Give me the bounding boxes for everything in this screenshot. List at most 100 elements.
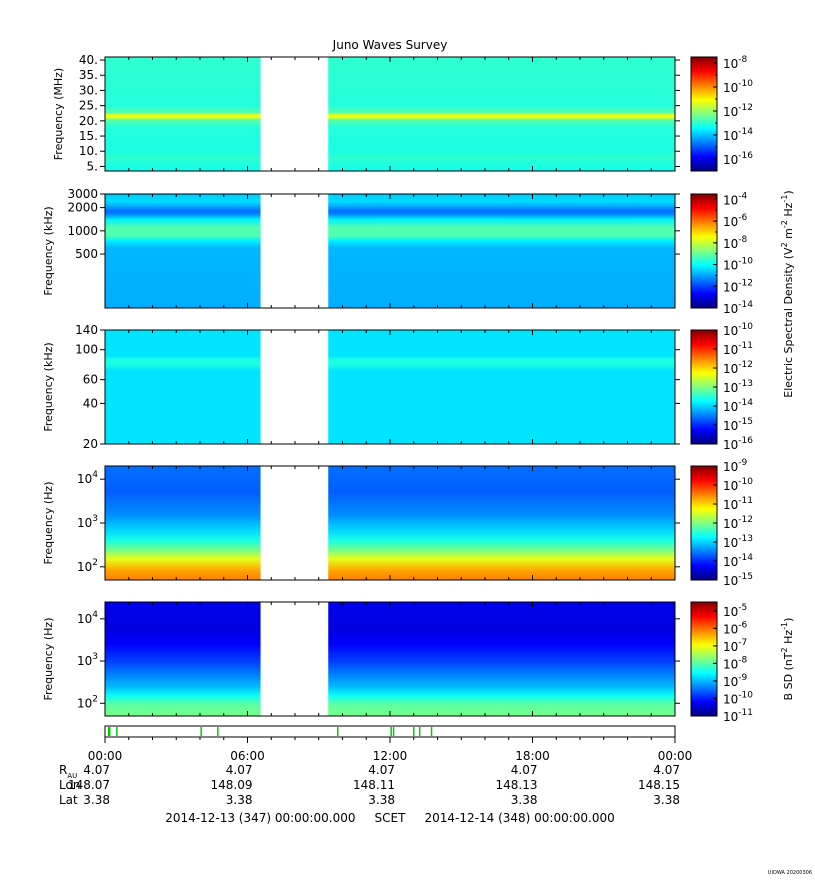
y-tick-label: 100 [75, 343, 98, 357]
spectrogram-data-right [328, 466, 675, 580]
y-tick-label: 25. [79, 99, 98, 113]
colorbar-tick-label: 10-10 [723, 690, 753, 706]
footer-scet-range: 2014-12-13 (347) 00:00:00.000 SCET 2014-… [165, 811, 615, 825]
colorbar-tick-label: 10-6 [723, 620, 748, 636]
colorbar-tick-label: 10-10 [723, 79, 753, 95]
y-tick-label: 500 [75, 247, 98, 261]
colorbar-tick-label: 10-14 [723, 300, 753, 316]
colorbar-1: 10-8 10-10 10-12 10-14 10-16 [690, 55, 753, 172]
y-tick-label: 60 [83, 373, 98, 387]
colorbar-tick-label: 10-11 [723, 341, 753, 357]
time-tick-label: 00:00 [658, 749, 693, 763]
time-tick-label: 06:00 [230, 749, 265, 763]
spectrogram-data-right [328, 602, 675, 716]
colorbar-tick-label: 10-13 [723, 534, 753, 550]
colorbar-5: 10-510-6 10-710-8 10-910-10 10-11 [690, 601, 753, 724]
ephemeris-value: 148.09 [211, 778, 253, 792]
colorbar-gradient [690, 193, 718, 309]
spectrogram-panel-1: 40.35.30. 25.20.15.10.5. Frequency (MHz) 10… [52, 53, 753, 173]
colorbar-tick-label: 10-10 [723, 322, 753, 338]
colorbar-tick-label: 10-9 [723, 673, 748, 689]
colorbar-tick-label: 10-14 [723, 127, 753, 143]
colorbar-tick-label: 10-8 [723, 655, 748, 671]
y-tick-label: 5. [87, 159, 98, 173]
time-tick-label: 12:00 [373, 749, 408, 763]
y-tick-label: 104 [77, 610, 98, 626]
spectrogram-data-left [105, 466, 261, 580]
y-tick-label: 3000 [67, 187, 98, 201]
y-axis-label: Frequency (Hz) [42, 618, 55, 701]
colorbar-gradient [690, 601, 718, 717]
chart-title: Juno Waves Survey [332, 38, 448, 52]
y-tick-label: 1000 [67, 224, 98, 238]
colorbar-gradient [690, 56, 718, 172]
colorbar-tick-label: 10-16 [723, 436, 753, 452]
colorbar-tick-label: 10-15 [723, 572, 753, 588]
colorbar-tick-label: 10-12 [723, 360, 753, 376]
colorbar-tick-label: 10-5 [723, 603, 747, 619]
spectrogram-data-left [105, 330, 261, 444]
y-axis-label: Frequency (kHz) [42, 206, 55, 295]
y-tick-label: 102 [77, 558, 98, 574]
magnetic-colorbar-label: B SD (nT2 Hz-1) [780, 618, 795, 701]
spectrogram-data-right [328, 194, 675, 308]
spectrogram-data-right [328, 57, 675, 171]
ephemeris-value: 148.11 [353, 778, 395, 792]
y-tick-label: 10. [79, 144, 98, 158]
ephemeris-value: 4.07 [83, 763, 110, 777]
colorbar-tick-label: 10-16 [723, 151, 753, 167]
y-tick-label: 20. [79, 114, 98, 128]
colorbar-tick-label: 10-12 [723, 515, 753, 531]
ephemeris-value: 148.15 [638, 778, 680, 792]
colorbar-tick-label: 10-8 [723, 55, 748, 71]
ephemeris-value: 3.38 [226, 793, 253, 807]
ephemeris-value: 3.38 [83, 793, 110, 807]
y-tick-label: 40. [79, 53, 98, 67]
colorbar-4: 10-9 10-10 10-11 10-12 10-13 10-14 10-15 [690, 458, 753, 588]
ephemeris-value: 4.07 [368, 763, 395, 777]
y-tick-label: 35. [79, 68, 98, 82]
y-tick-label: 104 [77, 470, 98, 486]
ephemeris-value: 4.07 [226, 763, 253, 777]
colorbar-tick-label: 10-9 [723, 458, 748, 474]
colorbar-tick-label: 10-14 [723, 398, 753, 414]
colorbar-tick-label: 10-14 [723, 553, 753, 569]
colorbar-tick-label: 10-13 [723, 379, 753, 395]
y-tick-label: 2000 [67, 201, 98, 215]
colorbar-2: 10-4 10-6 10-8 10-10 10-12 10-14 [690, 191, 753, 316]
colorbar-tick-label: 10-10 [723, 477, 753, 493]
credit-stamp: UIOWA 20200306 [768, 870, 812, 876]
y-axis-label: Frequency (Hz) [42, 482, 55, 565]
ephemeris-value: 148.07 [68, 778, 110, 792]
ephemeris-value: 3.38 [653, 793, 680, 807]
ephemeris-value: 4.07 [511, 763, 538, 777]
time-tick-label: 18:00 [515, 749, 550, 763]
spectrogram-data-left [105, 602, 261, 716]
ephemeris-value: 3.38 [368, 793, 395, 807]
y-axis-label: Frequency (kHz) [42, 342, 55, 431]
y-tick-label: 15. [79, 129, 98, 143]
colorbar-tick-label: 10-6 [723, 213, 748, 229]
colorbar-tick-label: 10-4 [723, 191, 748, 207]
colorbar-gradient [690, 465, 718, 581]
y-tick-label: 40 [83, 396, 98, 410]
y-tick-label: 103 [77, 652, 98, 668]
ephemeris-value: 3.38 [511, 793, 538, 807]
y-tick-label: 102 [77, 694, 98, 710]
colorbar-tick-label: 10-8 [723, 235, 748, 251]
spectrogram-data-left [105, 57, 261, 171]
y-tick-label: 140 [75, 323, 98, 337]
colorbar-tick-label: 10-11 [723, 496, 753, 512]
y-tick-label: 20 [83, 437, 98, 451]
electric-colorbar-label: Electric Spectral Density (V2 m-2 Hz-1) [780, 190, 795, 397]
ephemeris-value: 4.07 [653, 763, 680, 777]
y-tick-label: 103 [77, 514, 98, 530]
y-axis-label: Frequency (MHz) [52, 68, 65, 160]
mode-strip [104, 725, 676, 738]
colorbar-tick-label: 10-11 [723, 708, 753, 724]
colorbar-3: 10-10 10-11 10-12 10-13 10-14 10-15 10-16 [690, 322, 753, 452]
y-tick-label: 30. [79, 83, 98, 97]
